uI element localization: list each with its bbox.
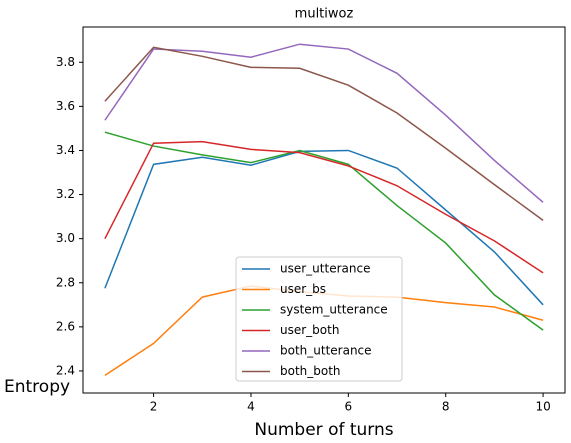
y-tick-label: 3.8 — [56, 55, 75, 69]
y-tick-label: 2.8 — [56, 275, 75, 289]
series-line — [104, 131, 544, 331]
series-line — [104, 149, 544, 306]
legend-label: user_utterance — [280, 262, 370, 276]
y-tick-label: 3.0 — [56, 231, 75, 245]
y-tick-label: 3.6 — [56, 99, 75, 113]
x-tick-label: 4 — [247, 400, 255, 414]
legend-label: user_bs — [280, 282, 326, 296]
y-tick-label: 3.4 — [56, 143, 75, 157]
legend-label: both_utterance — [280, 344, 372, 358]
y-axis-label: Entropy — [4, 377, 70, 397]
x-tick-label: 8 — [442, 400, 450, 414]
plot-frame — [82, 26, 566, 394]
legend-label: user_both — [280, 323, 339, 337]
x-tick-label: 10 — [535, 400, 550, 414]
x-tick-label: 2 — [150, 400, 158, 414]
legend-label: system_utterance — [280, 303, 388, 317]
series-line — [104, 46, 544, 221]
chart-title: multiwoz — [295, 7, 354, 22]
x-axis-label: Number of turns — [254, 420, 393, 440]
y-tick-label: 3.2 — [56, 187, 75, 201]
series-line — [104, 140, 544, 274]
legend-box — [235, 256, 403, 382]
legend-label: both_both — [280, 364, 341, 378]
series-line — [104, 43, 544, 203]
y-tick-label: 2.4 — [56, 363, 75, 377]
y-tick-label: 2.6 — [56, 319, 75, 333]
x-tick-label: 6 — [345, 400, 353, 414]
